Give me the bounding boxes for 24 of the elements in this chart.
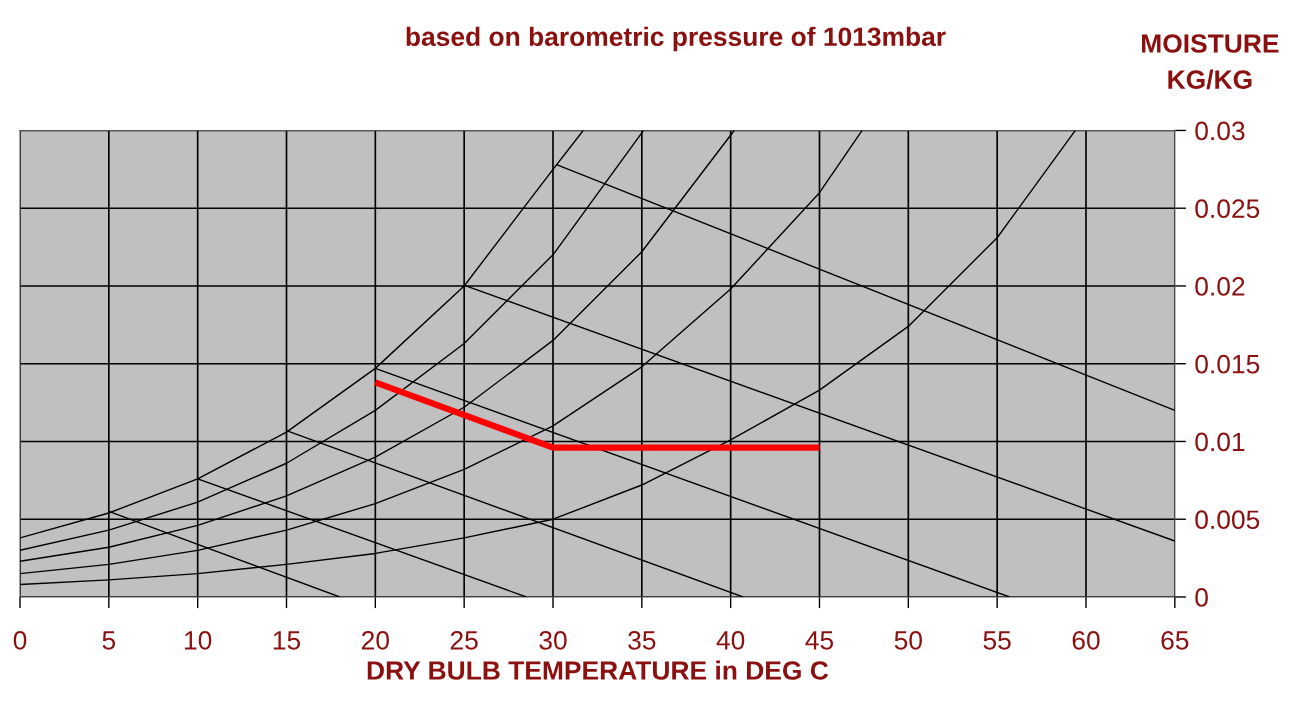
- chart-subtitle: based on barometric pressure of 1013mbar: [406, 26, 946, 52]
- y-tick-label: 0.015: [1195, 354, 1260, 374]
- x-tick-label: 40: [716, 631, 745, 650]
- y-tick-label: 0.01: [1195, 432, 1245, 452]
- x-tick-label: 30: [539, 631, 567, 650]
- y-tick-label: 0.005: [1195, 510, 1260, 530]
- y-tick-label: 0.02: [1195, 277, 1245, 296]
- x-tick-label: 15: [273, 631, 301, 650]
- y-tick-label: 0.025: [1195, 199, 1260, 219]
- y-tick-label: 0.03: [1195, 121, 1245, 141]
- x-tick-label: 20: [361, 631, 389, 650]
- x-tick-label: 10: [185, 631, 212, 650]
- y-axis-title: MOISTURE KG/KG: [1142, 34, 1279, 90]
- x-tick-label: 55: [983, 631, 1011, 650]
- x-tick-label: 65: [1161, 631, 1189, 650]
- x-tick-label: 35: [628, 631, 656, 650]
- x-tick-label: 25: [450, 631, 478, 650]
- x-axis-title: DRY BULB TEMPERATURE in DEG C: [367, 660, 829, 680]
- x-tick-label: 60: [1072, 631, 1100, 650]
- x-tick-label: 0: [13, 631, 27, 650]
- y-tick-label: 0: [1195, 588, 1208, 607]
- x-tick-label: 45: [805, 631, 834, 650]
- x-tick-label: 5: [102, 631, 116, 650]
- x-tick-label: 50: [894, 631, 922, 650]
